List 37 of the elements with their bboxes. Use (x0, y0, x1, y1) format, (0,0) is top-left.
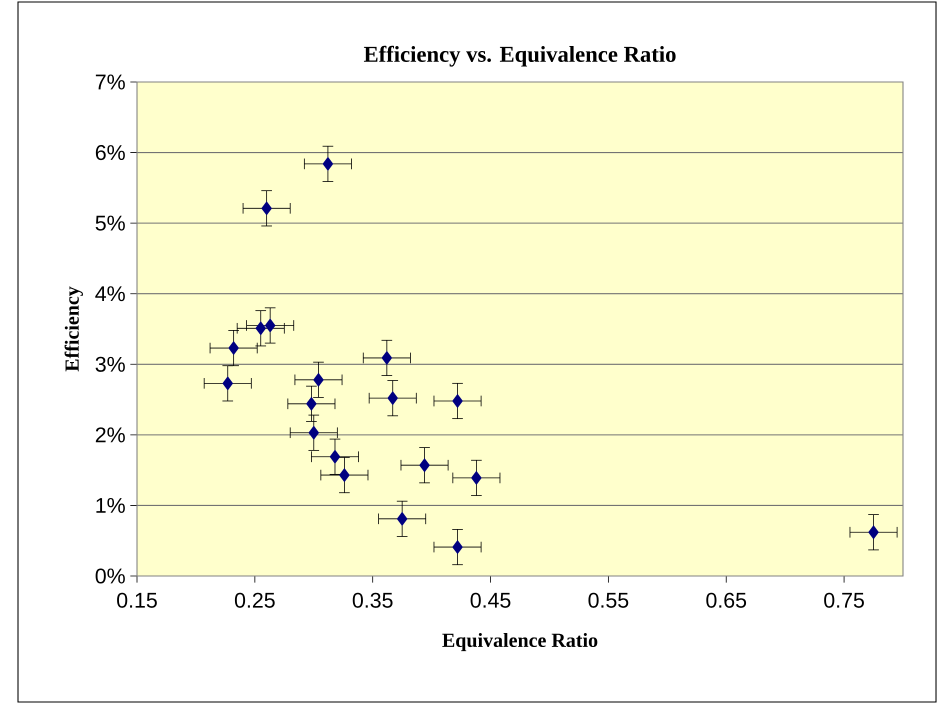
y-tick-label: 0% (96, 568, 125, 584)
point (387, 391, 398, 406)
point (452, 540, 463, 554)
y-tick-label: 3% (96, 356, 125, 372)
point (222, 376, 234, 390)
point (261, 201, 272, 216)
y-axis-title: Efficiency (64, 286, 83, 372)
x-tick-label: 0.55 (588, 592, 628, 608)
point (396, 512, 408, 526)
point (471, 470, 482, 485)
y-tick-label: 6% (96, 145, 125, 160)
x-tick-label: 0.45 (470, 592, 510, 608)
x-axis-title: Equivalence Ratio (442, 632, 598, 652)
x-tick-label: 0.65 (706, 592, 746, 608)
point (339, 468, 350, 482)
y-tick-label: 7% (96, 74, 125, 90)
point (322, 156, 334, 171)
point (264, 318, 276, 332)
point (313, 372, 324, 387)
chart-title: Efficiency vs. Equivalence Ratio (364, 46, 676, 67)
point (419, 458, 430, 472)
x-tick-label: 0.35 (352, 592, 393, 608)
y-tick-label: 2% (96, 427, 125, 442)
point (308, 426, 320, 440)
x-tick-label: 0.15 (117, 592, 157, 608)
y-tick-label: 4% (95, 286, 125, 302)
point (868, 525, 879, 540)
y-tick-label: 1% (96, 498, 125, 513)
point (228, 341, 239, 355)
y-tick-label: 5% (96, 216, 125, 231)
x-tick-label: 0.25 (234, 592, 275, 608)
point (306, 396, 317, 411)
point (452, 394, 463, 408)
point (382, 351, 392, 365)
point (330, 450, 340, 464)
x-tick-label: 0.75 (824, 592, 864, 608)
point (255, 321, 266, 336)
